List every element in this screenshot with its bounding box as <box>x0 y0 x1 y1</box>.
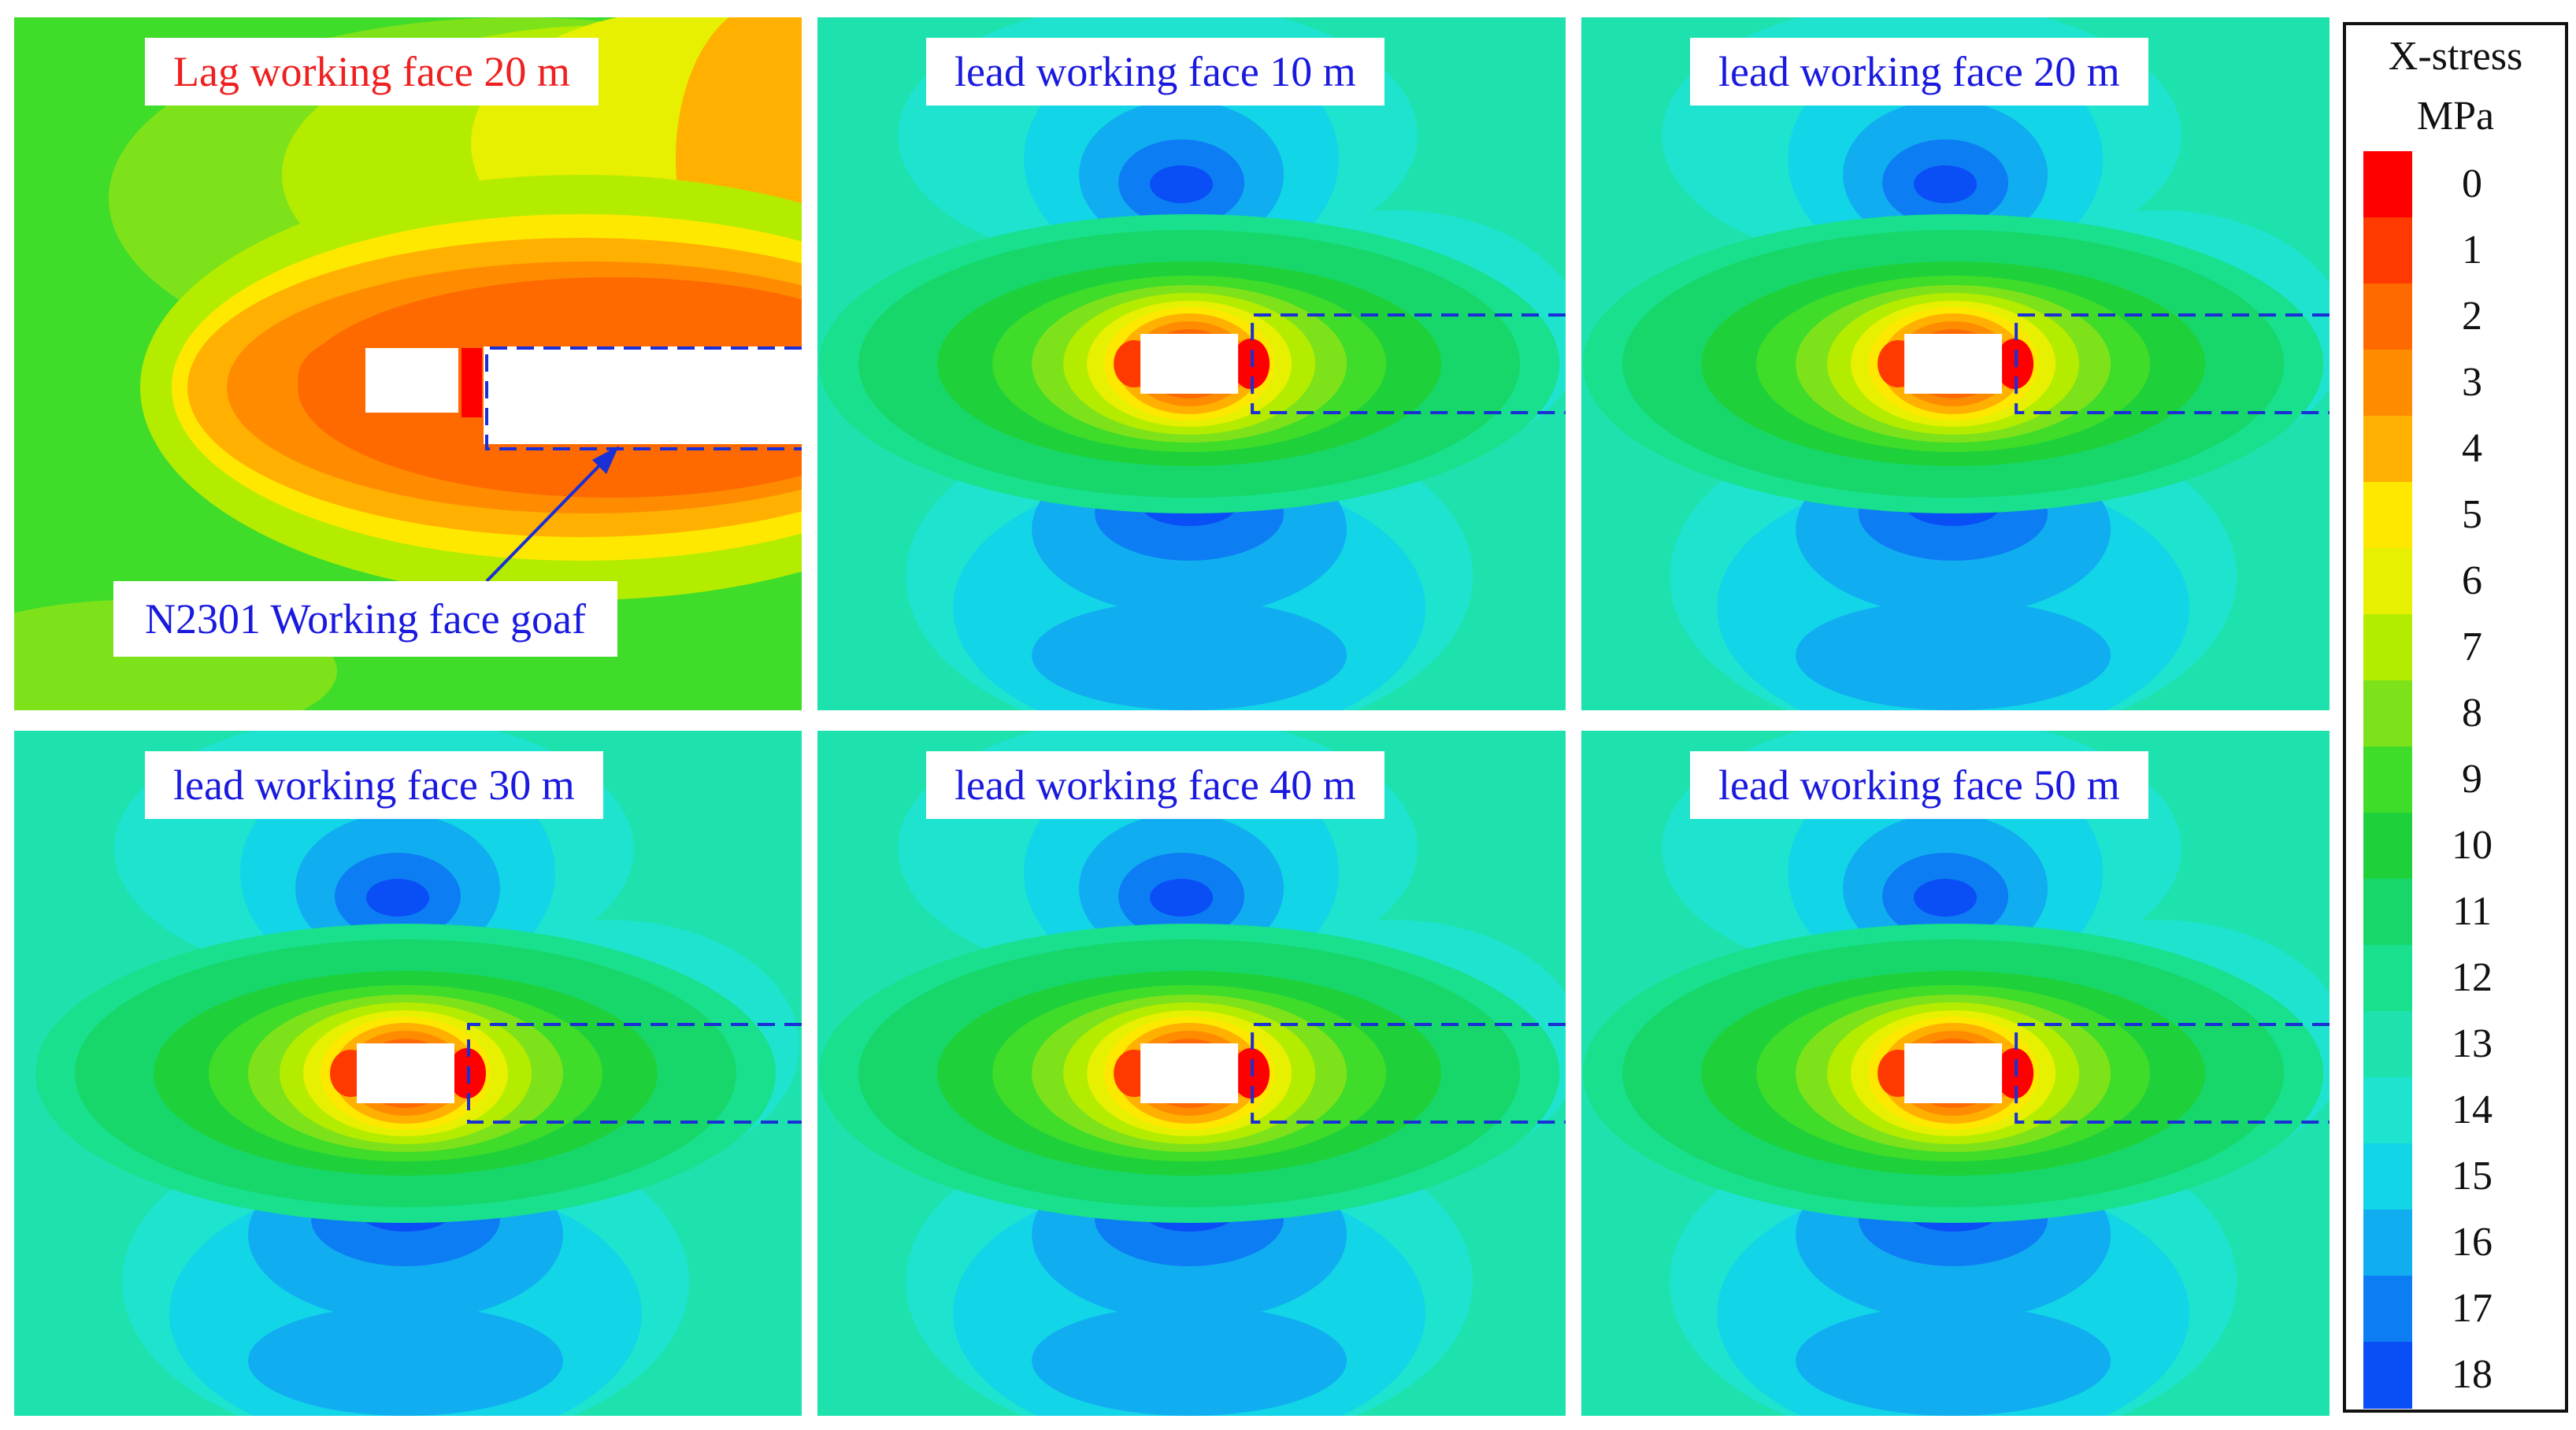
panel-lead-40m: lead working face 40 m <box>817 731 1566 1416</box>
goaf-boundary <box>1251 1023 1566 1124</box>
goaf-cavity <box>484 346 802 444</box>
legend-unit: MPa <box>2416 94 2495 139</box>
legend-swatch <box>2363 482 2412 549</box>
legend-swatch <box>2363 1143 2412 1210</box>
roadway-opening <box>1140 1043 1239 1103</box>
roadway-opening <box>1140 334 1239 394</box>
legend-tick-label: 2 <box>2462 294 2482 339</box>
legend-tick-label: 4 <box>2462 426 2482 471</box>
legend-swatch <box>2363 416 2412 483</box>
panel-label: lead working face 10 m <box>926 38 1384 106</box>
arrow-head-icon <box>592 446 619 474</box>
legend-tick-label: 10 <box>2452 823 2493 868</box>
legend-swatch <box>2363 1210 2412 1276</box>
contour-band <box>1032 600 1347 710</box>
panel-lead-10m: lead working face 10 m <box>817 17 1566 710</box>
panel-label: lead working face 20 m <box>1690 38 2148 106</box>
legend-tick-label: 18 <box>2452 1352 2493 1397</box>
panel-lead-30m: lead working face 30 m <box>14 731 802 1416</box>
stress-contour-field <box>14 731 802 1416</box>
roadway-opening <box>365 348 458 413</box>
legend-swatch <box>2363 1276 2412 1343</box>
legend-tick-label: 8 <box>2462 691 2482 735</box>
legend-tick-label: 15 <box>2452 1154 2493 1198</box>
goaf-boundary <box>467 1023 802 1124</box>
panel-lead-50m: lead working face 50 m <box>1581 731 2330 1416</box>
legend-swatch <box>2363 1011 2412 1078</box>
legend-swatch <box>2363 151 2412 218</box>
legend-tick-label: 3 <box>2462 360 2482 405</box>
contour-band <box>1150 879 1214 917</box>
goaf-boundary <box>485 346 802 450</box>
panel-label: lead working face 30 m <box>145 751 603 819</box>
legend-swatch <box>2363 813 2412 880</box>
contour-band <box>1914 165 1977 203</box>
contour-band <box>1996 1048 2034 1098</box>
roadway-opening <box>1904 1043 2003 1103</box>
contour-band <box>1796 600 2111 710</box>
panel-lag-20m: Lag working face 20 m N2301 Working face… <box>14 17 802 710</box>
legend-tick-label: 17 <box>2452 1286 2493 1331</box>
contour-band <box>1796 1306 2111 1416</box>
color-legend: X-stress MPa 0 1 2 3 4 5 6 7 8 9 10 11 12 13 14 15 16 17 1… <box>2343 22 2568 1413</box>
contour-band <box>1914 879 1977 917</box>
legend-tick-label: 5 <box>2462 492 2482 537</box>
contour-band <box>248 1306 563 1416</box>
contour-band <box>461 348 482 417</box>
stress-contour-field <box>14 17 802 710</box>
goaf-boundary <box>2014 313 2330 414</box>
legend-swatch <box>2363 1077 2412 1144</box>
legend-swatch <box>2363 548 2412 615</box>
goaf-boundary <box>1251 313 1566 414</box>
legend-tick-label: 1 <box>2462 228 2482 272</box>
panel-lead-20m: lead working face 20 m <box>1581 17 2330 710</box>
stress-contour-field <box>1581 17 2330 710</box>
contour-band <box>1032 1306 1347 1416</box>
annotation-arrow <box>485 457 608 583</box>
stress-contour-field <box>817 731 1566 1416</box>
legend-swatch <box>2363 350 2412 417</box>
legend-swatch <box>2363 217 2412 284</box>
legend-swatch <box>2363 945 2412 1012</box>
legend-swatch <box>2363 746 2412 813</box>
panel-label: lead working face 50 m <box>1690 751 2148 819</box>
goaf-annotation-label: N2301 Working face goaf <box>113 581 617 657</box>
legend-tick-label: 0 <box>2462 161 2482 206</box>
legend-tick-label: 6 <box>2462 558 2482 603</box>
stress-contour-field <box>1581 731 2330 1416</box>
legend-tick-label: 7 <box>2462 624 2482 669</box>
legend-tick-label: 12 <box>2452 955 2493 1000</box>
legend-swatch <box>2363 614 2412 681</box>
goaf-boundary <box>2014 1023 2330 1124</box>
contour-band <box>1996 339 2034 389</box>
panel-label: Lag working face 20 m <box>145 38 599 106</box>
roadway-opening <box>1904 334 2003 394</box>
panel-label: lead working face 40 m <box>926 751 1384 819</box>
legend-swatch <box>2363 879 2412 946</box>
stress-contour-field <box>817 17 1566 710</box>
legend-swatch <box>2363 1342 2412 1409</box>
legend-tick-label: 16 <box>2452 1220 2493 1265</box>
roadway-opening <box>357 1043 454 1103</box>
legend-tick-label: 9 <box>2462 757 2482 802</box>
legend-title: X-stress <box>2388 34 2523 79</box>
legend-tick-label: 11 <box>2452 889 2493 934</box>
legend-tick-label: 13 <box>2452 1021 2493 1066</box>
contour-band <box>1150 165 1214 203</box>
legend-swatch <box>2363 680 2412 747</box>
legend-swatch <box>2363 283 2412 350</box>
contour-band <box>366 879 429 917</box>
legend-tick-label: 14 <box>2452 1087 2493 1132</box>
